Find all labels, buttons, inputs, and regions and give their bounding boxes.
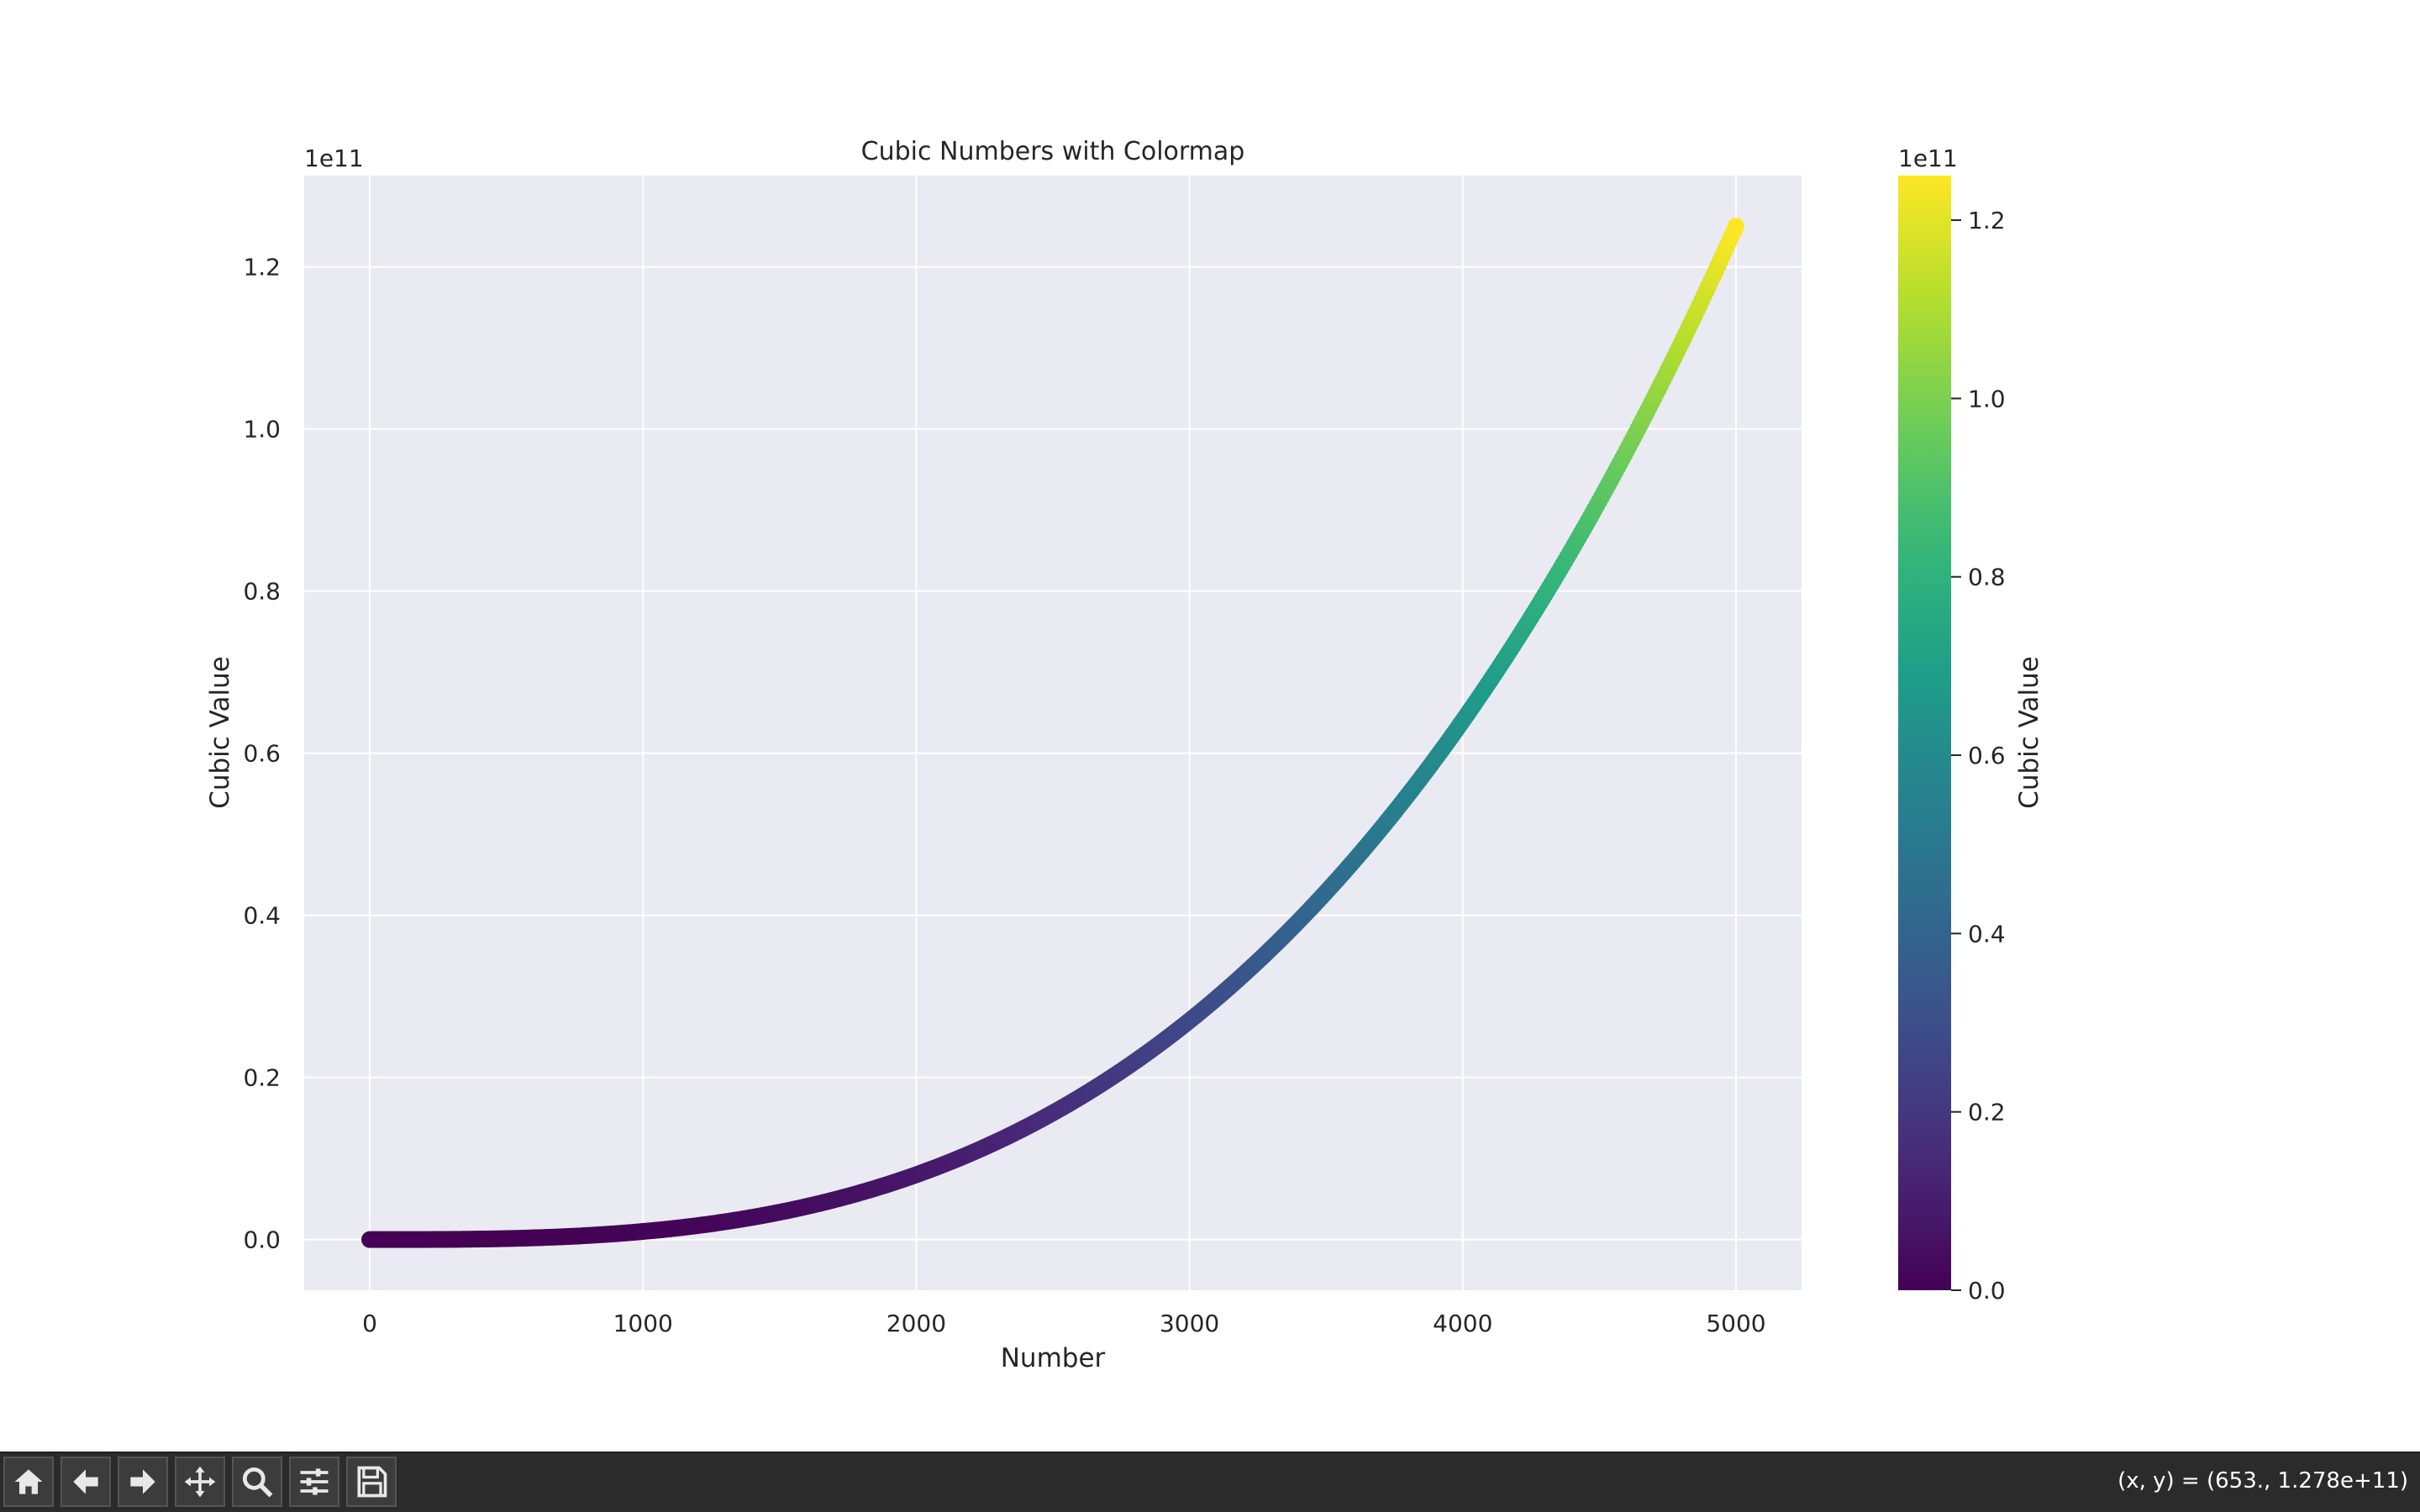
colorbar-label: Cubic Value (2014, 656, 2044, 809)
arrow-left-icon (73, 1469, 98, 1494)
y-tick-label: 0.2 (243, 1064, 281, 1092)
pan-button[interactable] (175, 1457, 225, 1507)
colorbar-tick-label: 0.6 (1968, 742, 2006, 769)
y-tick-labels: 0.0 0.2 0.4 0.6 0.8 1.0 1.2 (243, 254, 281, 1254)
magnifier-icon (242, 1467, 273, 1498)
x-tick-labels: 0 1000 2000 3000 4000 5000 (362, 1310, 1765, 1337)
colorbar-ticks: 0.0 0.2 0.4 0.6 0.8 1.0 1.2 (1951, 207, 2006, 1305)
colorbar-tick-label: 0.8 (1968, 564, 2006, 591)
floppy-disk-icon (357, 1466, 387, 1498)
y-tick-label: 1.2 (243, 254, 281, 281)
colorbar-tick-label: 0.2 (1968, 1099, 2006, 1126)
y-tick-label: 0.8 (243, 578, 281, 606)
x-tick-label: 0 (362, 1310, 377, 1337)
toolbar: (x, y) = (653., 1.278e+11) (0, 1452, 2420, 1512)
zoom-button[interactable] (232, 1457, 282, 1507)
home-icon (14, 1469, 43, 1494)
forward-button[interactable] (118, 1457, 168, 1507)
coordinate-readout: (x, y) = (653., 1.278e+11) (2118, 1468, 2408, 1494)
y-tick-label: 1.0 (243, 416, 281, 444)
figure: 0 1000 2000 3000 4000 5000 0.0 0.2 0.4 0.6 0.8 1.0… (0, 0, 2420, 1452)
axes-background (304, 176, 1802, 1290)
y-tick-label: 0.0 (243, 1226, 281, 1254)
scatter-point (1727, 218, 1744, 235)
plot-area[interactable]: 0 1000 2000 3000 4000 5000 0.0 0.2 0.4 0.6 0.8 1.0… (0, 0, 2420, 1452)
colorbar-tick-label: 1.0 (1968, 385, 2006, 412)
back-button[interactable] (60, 1457, 111, 1507)
x-tick-label: 4000 (1433, 1310, 1492, 1337)
x-axis-label: Number (1001, 1343, 1106, 1373)
configure-subplots-button[interactable] (289, 1457, 339, 1507)
save-button[interactable] (346, 1457, 397, 1507)
y-tick-label: 0.4 (243, 902, 281, 930)
y-offset-label: 1e11 (304, 144, 364, 172)
home-button[interactable] (3, 1457, 54, 1507)
x-tick-label: 3000 (1160, 1310, 1219, 1337)
x-tick-label: 5000 (1706, 1310, 1765, 1337)
x-tick-label: 2000 (886, 1310, 946, 1337)
scatter-points (361, 218, 1744, 1248)
colorbar (1898, 176, 1951, 1290)
colorbar-tick-label: 0.4 (1968, 920, 2006, 948)
colorbar-tick-label: 1.2 (1968, 207, 2006, 234)
colorbar-tick-label: 0.0 (1968, 1277, 2006, 1305)
x-tick-label: 1000 (613, 1310, 673, 1337)
y-axis-label: Cubic Value (205, 656, 235, 809)
y-tick-label: 0.6 (243, 740, 281, 768)
chart-title: Cubic Numbers with Colormap (861, 137, 1245, 166)
arrow-right-icon (130, 1469, 155, 1494)
move-icon (184, 1466, 216, 1498)
sliders-icon (300, 1468, 329, 1495)
colorbar-offset-label: 1e11 (1898, 144, 1958, 172)
